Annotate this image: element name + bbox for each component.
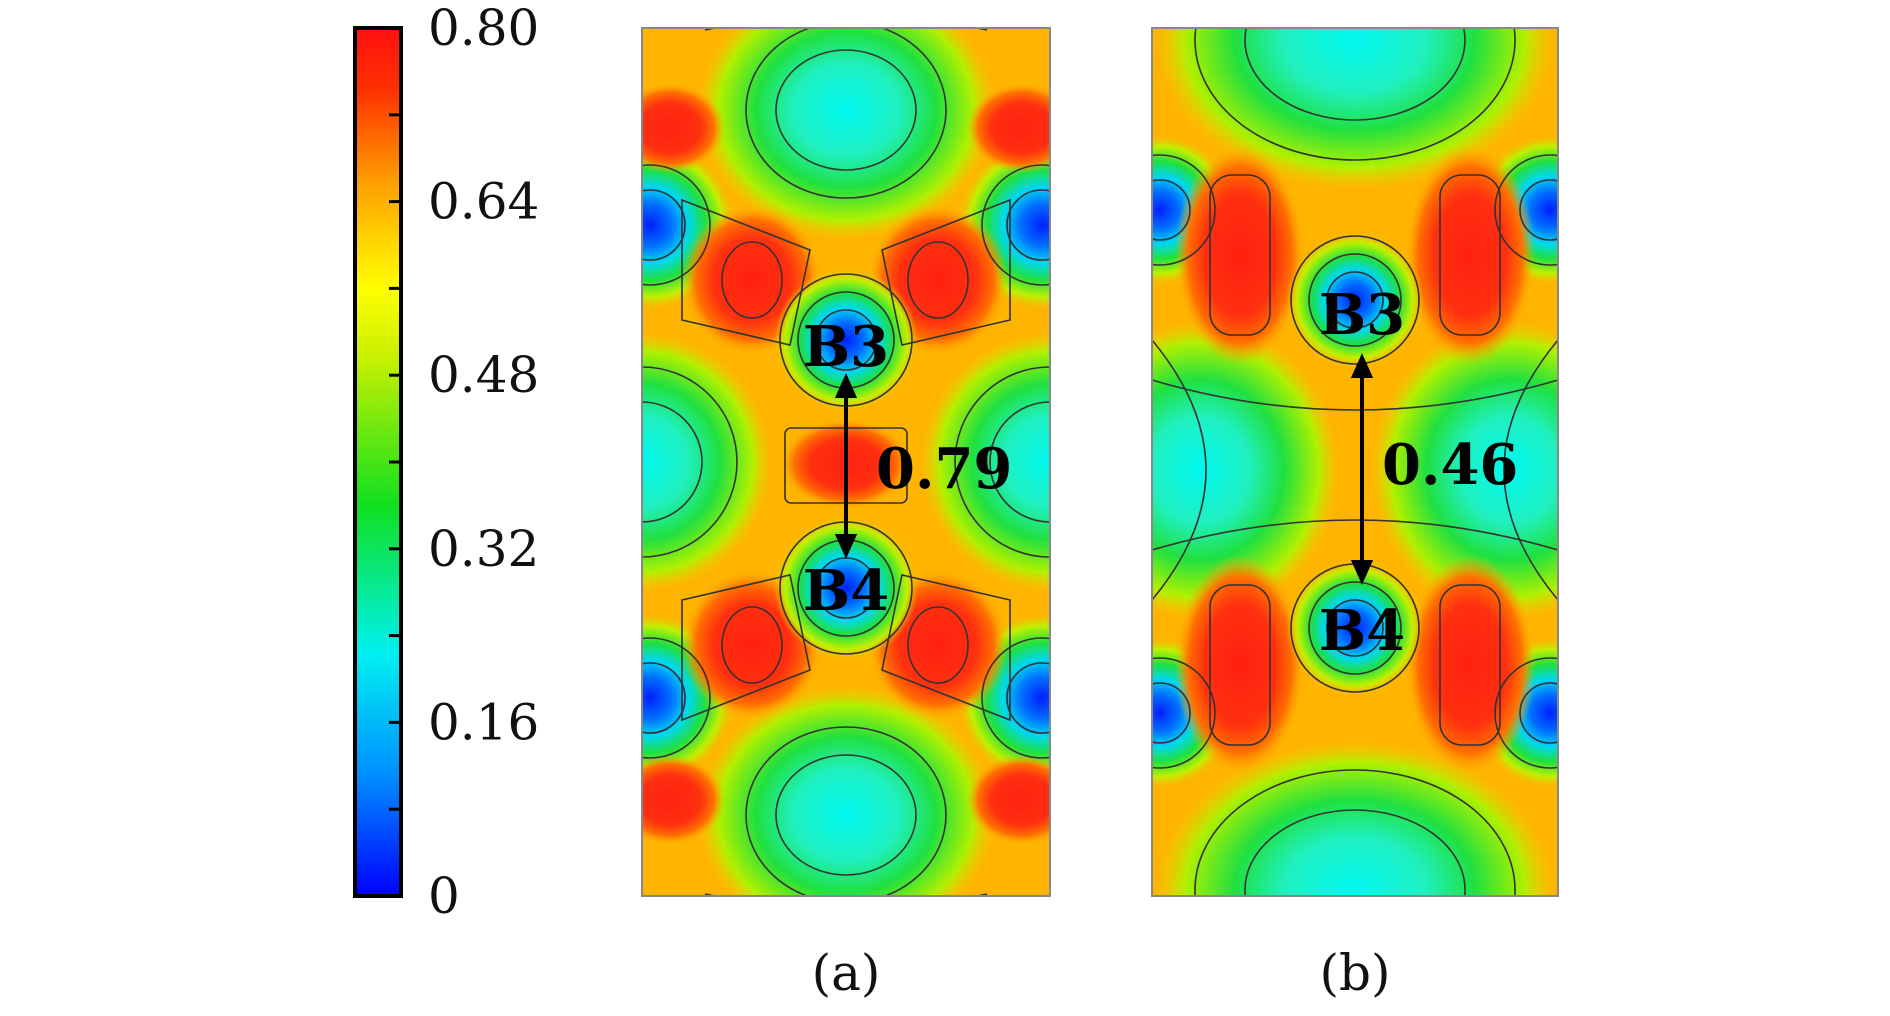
panel-a-frame <box>641 27 1051 897</box>
panel-b-frame <box>1151 27 1559 897</box>
panel-a-basin <box>642 755 725 845</box>
caption-a: (a) <box>812 944 881 1002</box>
bond-value-b: 0.46 <box>1382 432 1518 498</box>
panel-b-basin <box>1405 145 1535 365</box>
panel-b-atom-well <box>1287 560 1423 696</box>
panel-a-atom-well <box>774 516 918 660</box>
panel-b-atom-well <box>1287 232 1423 368</box>
panel-b-well <box>1152 320 1340 620</box>
panel-b-basin <box>1175 555 1305 775</box>
panel-a-atom-well <box>774 268 918 412</box>
bond-arrow-a <box>834 373 858 559</box>
atom-label-b-b4: B4 <box>1319 598 1405 664</box>
colorbar-tick-label: 0.64 <box>428 173 539 231</box>
colorbar-tick-label: 0.80 <box>428 0 539 57</box>
colorbar-tick-label: 0.48 <box>428 346 539 404</box>
panel-a-trap <box>681 198 1011 722</box>
panel-b <box>1152 28 1558 896</box>
panel-b-well <box>1370 320 1558 620</box>
colorbar: 0.80 0.64 0.48 0.32 0.16 0 <box>353 0 539 925</box>
panel-b-basin <box>1405 555 1535 775</box>
colorbar-tick-label: 0 <box>428 867 460 925</box>
panel-a-basin <box>642 83 725 173</box>
bond-arrow-b <box>1350 353 1374 585</box>
atom-label-a-b3: B3 <box>803 314 889 380</box>
panel-a-contours <box>642 28 1050 896</box>
panel-b-contours <box>1152 28 1558 896</box>
panel-b-basin <box>1175 145 1305 365</box>
panel-a-basin <box>967 83 1050 173</box>
panel-a <box>642 28 1050 896</box>
atom-label-b-b3: B3 <box>1319 282 1405 348</box>
panel-a-well <box>696 28 996 240</box>
panel-a-well <box>642 332 772 592</box>
bond-value-a: 0.79 <box>876 436 1012 502</box>
caption-b: (b) <box>1319 944 1390 1002</box>
panel-a-well <box>696 685 996 896</box>
panel-a-well <box>920 332 1050 592</box>
atom-label-a-b4: B4 <box>803 558 889 624</box>
colorbar-tick-label: 0.16 <box>428 693 539 751</box>
colorbar-tick-label: 0.32 <box>428 520 539 578</box>
colorbar-ticks <box>389 26 401 898</box>
colorbar-labels: 0.80 0.64 0.48 0.32 0.16 0 <box>428 0 539 925</box>
panel-a-basin <box>967 755 1050 845</box>
